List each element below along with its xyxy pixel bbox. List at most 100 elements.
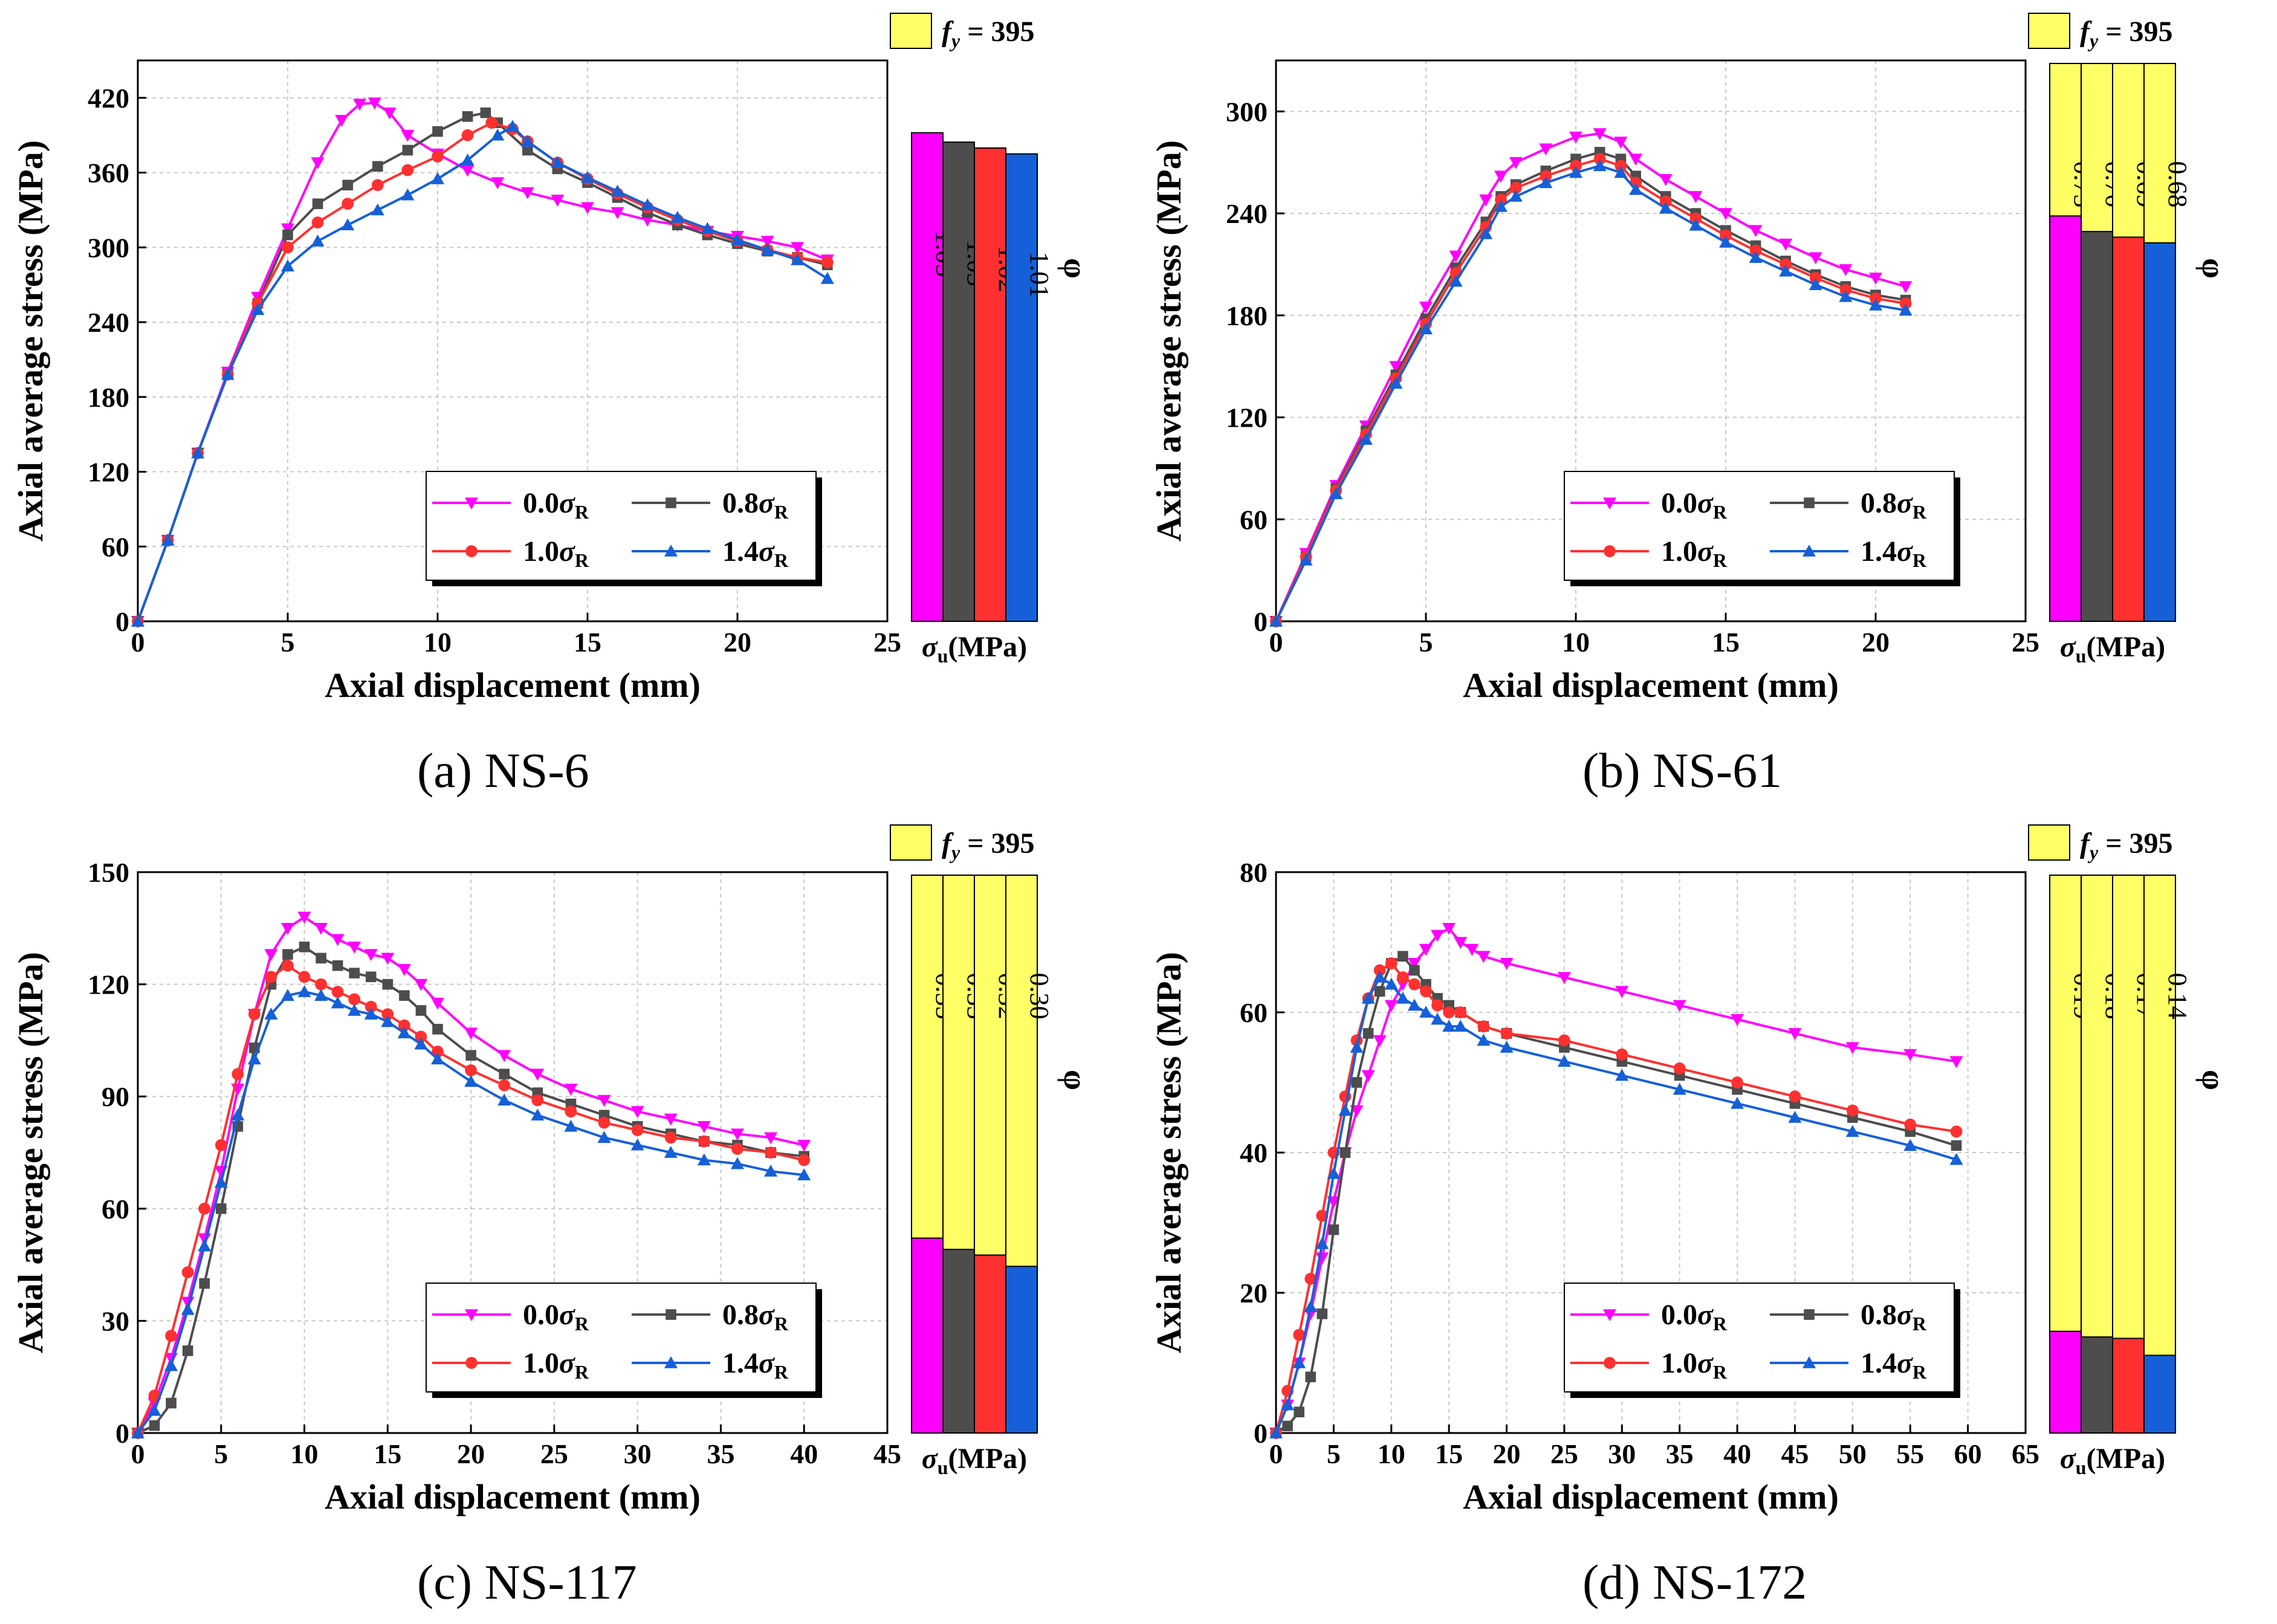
data-point-s08 (1317, 1309, 1328, 1319)
data-point-s00 (1454, 937, 1468, 949)
data-point-s14 (1494, 199, 1508, 212)
y-tick-label: 120 (88, 457, 129, 488)
data-point-s00 (331, 934, 345, 946)
legend-label-s14: 1.4σR (722, 1347, 789, 1383)
data-point-s00 (1419, 943, 1433, 956)
caption-ns-117: (c) NS-117 (417, 1554, 637, 1609)
data-point-s14 (630, 1138, 644, 1151)
data-point-s14 (1396, 991, 1410, 1004)
legend: 0.0σR 0.8σR 1.0σR 1.4σR (1564, 1283, 1960, 1398)
su-bar-s14 (1005, 153, 1038, 622)
data-point-s14 (1614, 166, 1628, 178)
y-axis-label: Axial average stress (MPa) (1149, 952, 1188, 1353)
sigma-u-label: σu(MPa) (2060, 1443, 2165, 1478)
series-line-s14 (1275, 164, 1906, 622)
x-tick-label: 0 (1269, 1438, 1283, 1469)
data-point-s00 (1477, 951, 1491, 963)
data-point-s00 (368, 97, 381, 110)
x-tick-label: 5 (281, 627, 295, 658)
y-tick-label: 0 (115, 606, 129, 637)
phi-value-label: 0.30 (1025, 973, 1054, 1020)
data-point-s08 (1398, 951, 1408, 962)
data-point-s14 (701, 222, 714, 235)
x-tick-label: 5 (1419, 627, 1433, 658)
data-point-s14 (1269, 615, 1283, 627)
data-point-s10 (1420, 985, 1432, 998)
x-tick-label: 5 (214, 1438, 228, 1469)
data-point-s14 (551, 156, 565, 168)
x-tick-label: 10 (424, 627, 452, 658)
data-point-s00 (564, 1084, 578, 1096)
data-point-s14 (1779, 264, 1793, 277)
y-tick-label: 30 (102, 1305, 129, 1336)
data-point-s14 (251, 303, 265, 315)
data-point-s14 (131, 615, 144, 627)
y-tick-label: 150 (88, 857, 129, 888)
data-point-s14 (1373, 971, 1387, 983)
chart-ns-172: 0 5 10 15 20 25 30 35 40 45 50 55 60 65 0 20 40 60 80 Axial… (1149, 824, 2232, 1516)
fy-swatch (890, 824, 932, 861)
y-tick-label: 0 (115, 1418, 129, 1449)
su-bar-s00 (2049, 215, 2082, 622)
data-point-s00 (797, 1139, 811, 1152)
data-point-s08 (372, 161, 383, 172)
x-tick-label: 50 (1839, 1438, 1867, 1469)
legend: 0.0σR 0.8σR 1.0σR 1.4σR (426, 471, 822, 586)
x-tick-label: 10 (1378, 1438, 1405, 1469)
data-point-s08 (316, 953, 326, 964)
y-tick-label: 120 (88, 969, 129, 1000)
caption-ns-61: (b) NS-61 (1582, 743, 1783, 798)
data-point-s00 (630, 1106, 644, 1118)
y-tick-label: 240 (1226, 198, 1268, 229)
data-point-s14 (664, 1146, 678, 1158)
series-line-s14 (137, 990, 805, 1434)
x-tick-label: 25 (1550, 1438, 1578, 1469)
data-point-s14 (247, 1052, 261, 1065)
data-point-s14 (331, 996, 345, 1009)
data-point-s10 (1454, 1006, 1467, 1018)
data-point-s14 (364, 1008, 378, 1020)
data-point-s08 (465, 1050, 476, 1061)
data-point-s08 (1374, 986, 1385, 997)
legend-marker-s10 (465, 545, 478, 557)
x-tick-label: 60 (1954, 1438, 1982, 1469)
data-point-s10 (1904, 1118, 1917, 1131)
legend-label-s00: 0.0σR (1661, 1299, 1728, 1334)
data-point-s10 (1509, 182, 1522, 194)
data-point-s10 (282, 959, 294, 972)
x-tick-label: 15 (1712, 627, 1740, 658)
su-bar-s08 (2081, 1336, 2113, 1434)
data-point-s00 (611, 207, 624, 219)
data-point-s00 (1361, 1070, 1375, 1082)
data-point-s10 (1443, 1006, 1456, 1018)
data-point-s00 (731, 1128, 744, 1141)
sigma-u-label: σu(MPa) (922, 1443, 1027, 1478)
data-point-s08 (402, 144, 413, 156)
legend-marker-s00 (1603, 1309, 1616, 1321)
x-tick-label: 30 (624, 1438, 652, 1469)
data-point-s08 (149, 1420, 160, 1431)
data-point-s10 (598, 1116, 611, 1129)
legend-marker-s08 (666, 1309, 676, 1320)
x-tick-label: 0 (1269, 627, 1283, 658)
data-point-s14 (1338, 1104, 1352, 1116)
data-point-s14 (221, 367, 235, 380)
data-point-s00 (381, 953, 395, 965)
legend-box (426, 471, 817, 581)
data-point-s14 (431, 172, 444, 184)
data-point-s00 (1629, 154, 1643, 166)
legend-marker-s10 (1604, 1357, 1616, 1369)
data-point-s00 (1673, 1000, 1686, 1012)
plot-frame (137, 59, 889, 623)
data-point-s00 (791, 242, 805, 254)
data-point-s14 (401, 188, 415, 201)
data-point-s00 (1845, 1042, 1859, 1054)
data-point-s00 (1557, 972, 1571, 984)
legend-label-s10: 1.0σR (1661, 535, 1728, 571)
data-point-s00 (531, 1069, 545, 1081)
data-point-s00 (464, 1027, 478, 1040)
legend-marker-s08 (1804, 1309, 1815, 1320)
data-point-s14 (431, 1052, 444, 1065)
data-point-s14 (697, 1153, 711, 1166)
y-tick-label: 0 (1254, 606, 1268, 637)
